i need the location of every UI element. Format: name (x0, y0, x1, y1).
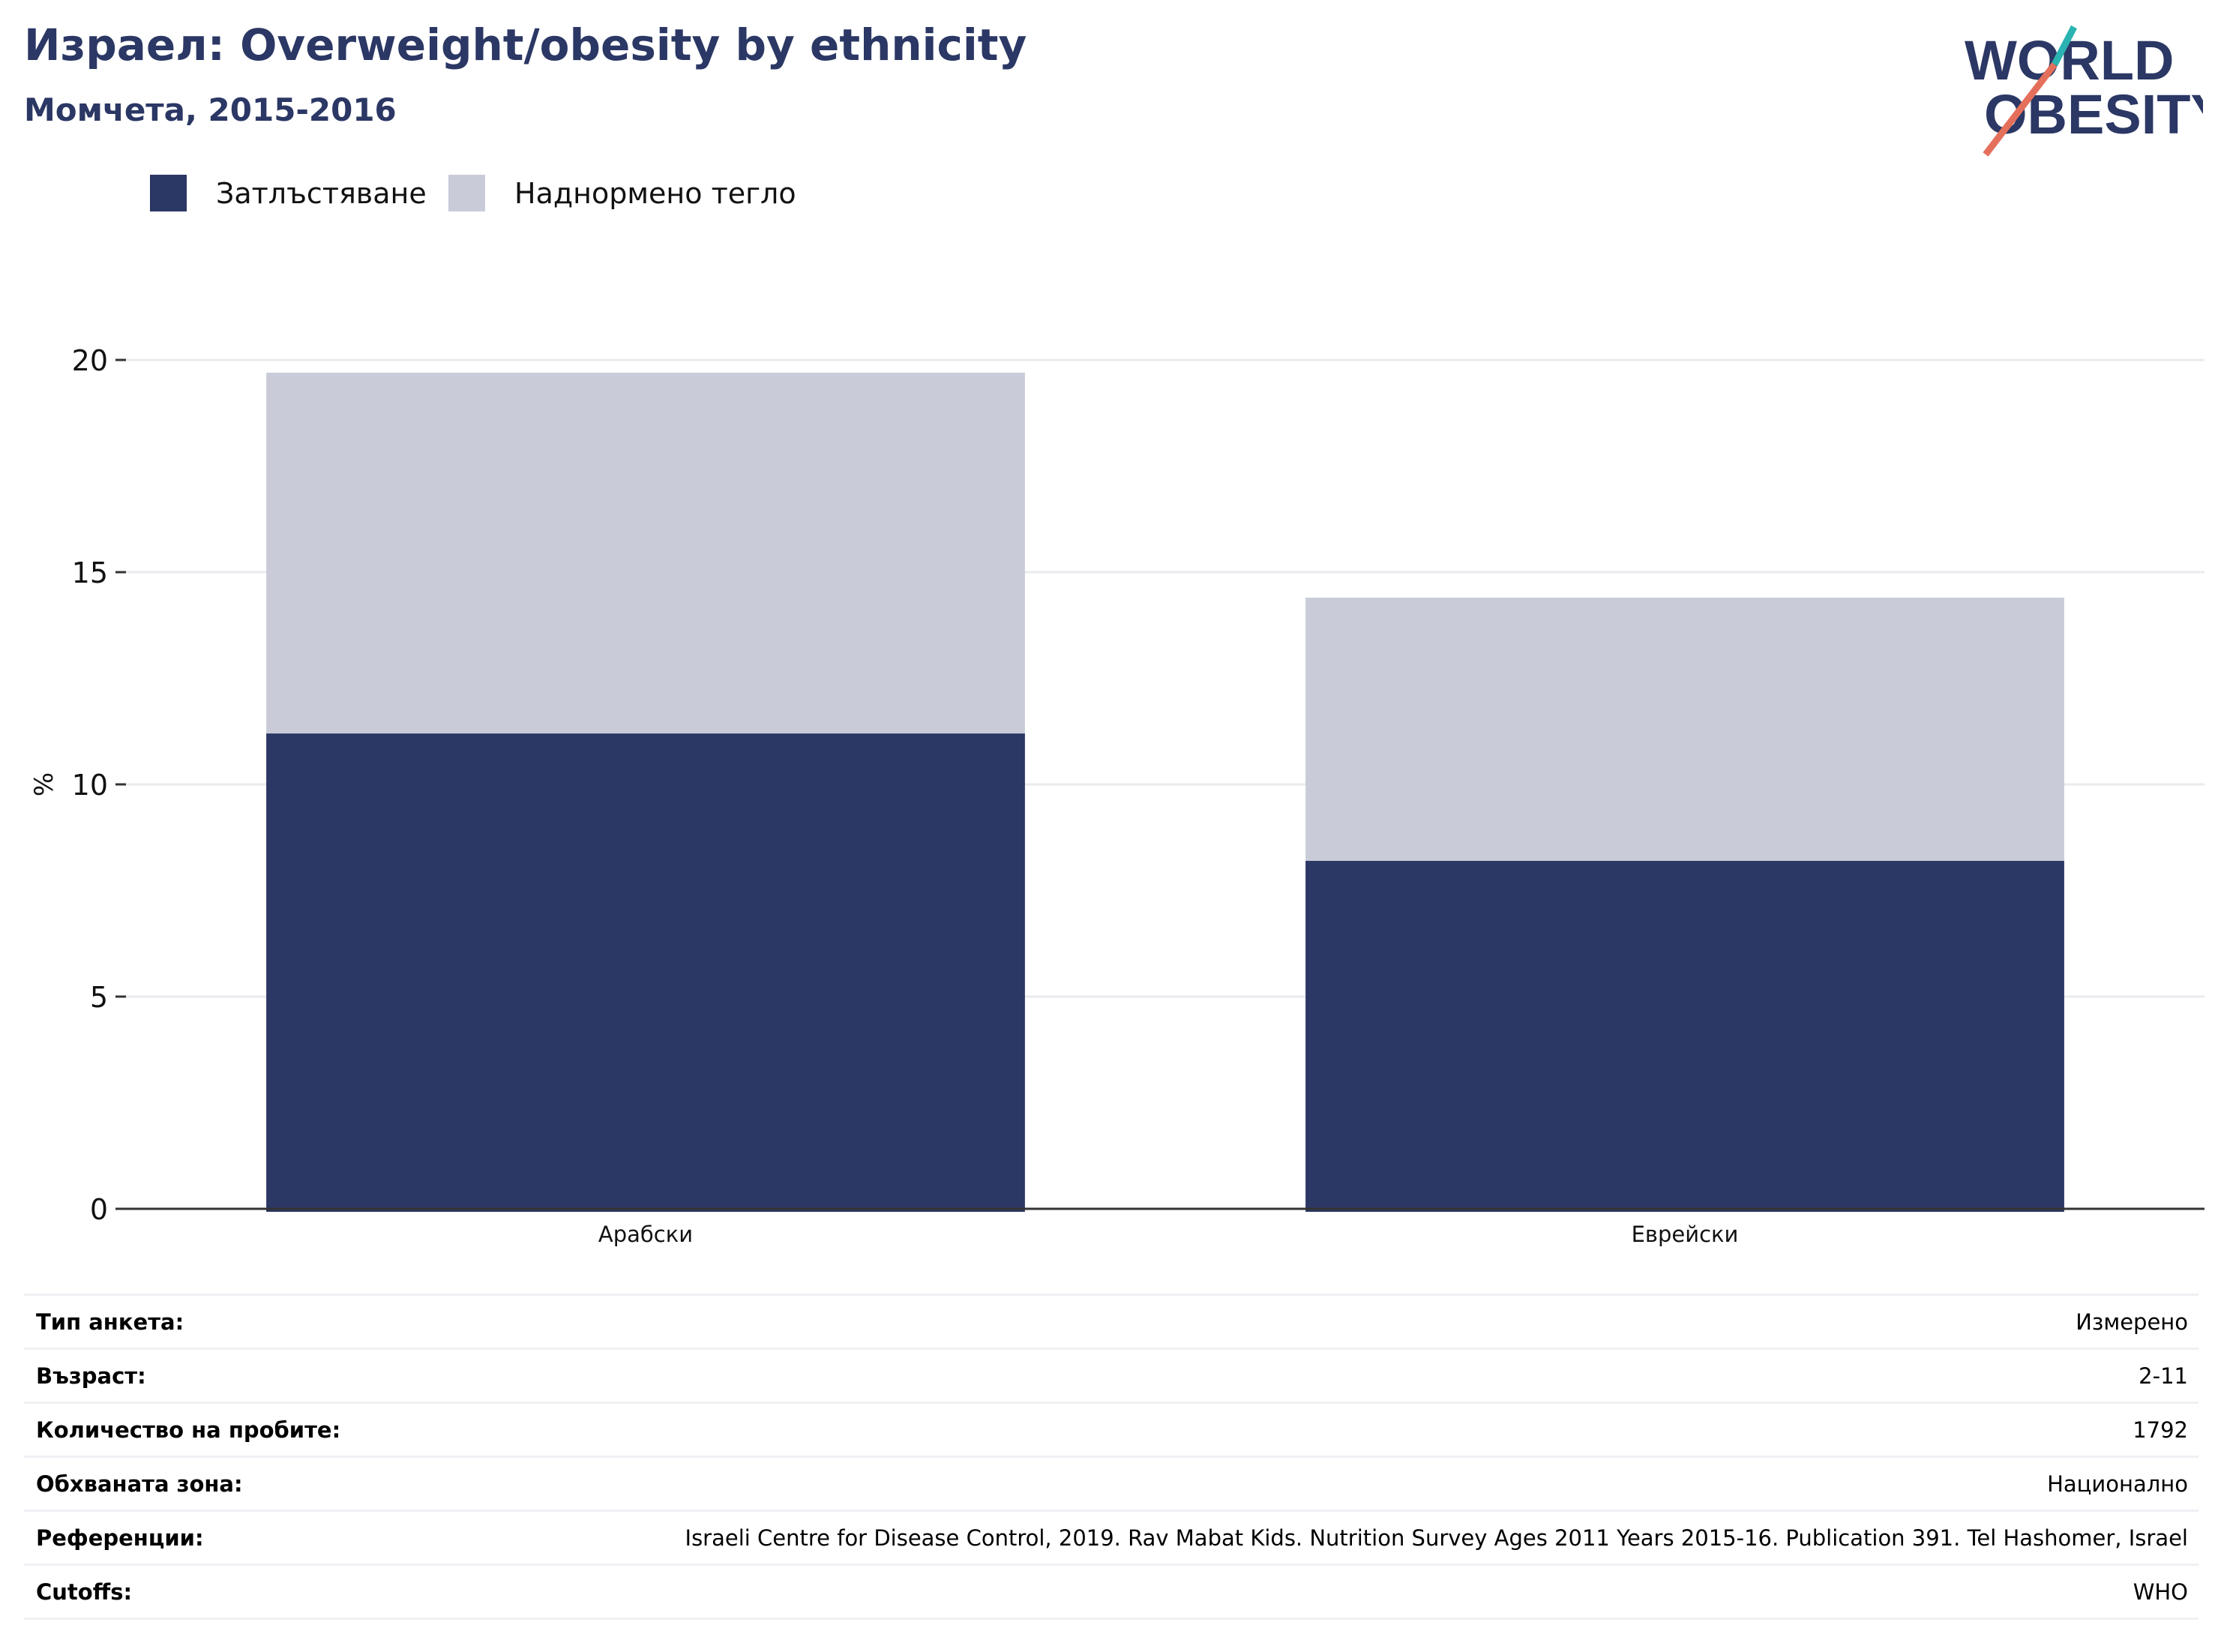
meta-value: Измерено (2076, 1309, 2188, 1335)
y-tick-label: 5 (90, 981, 108, 1014)
meta-label: Референции: (36, 1525, 204, 1551)
meta-label: Тип анкета: (36, 1309, 184, 1335)
bar-segment (266, 372, 1025, 734)
legend-label-obesity: Затлъстяване (216, 177, 427, 210)
legend-swatch-overweight (448, 175, 485, 211)
axes: 0 5 10 15 20% Арабски Еврейски (29, 344, 2205, 1247)
meta-label: Възраст: (36, 1363, 146, 1389)
y-tick-label: 15 (72, 556, 108, 589)
meta-row-area-covered: Обхваната зона: Национално (24, 1458, 2199, 1512)
legend-swatch-obesity (150, 175, 187, 211)
y-tick-label: 0 (90, 1193, 108, 1226)
logo-slash-top (2052, 25, 2077, 67)
meta-value: Национално (2047, 1471, 2188, 1497)
world-obesity-logo: WORLD OBESITY (1965, 25, 2203, 157)
x-tick-label: Арабски (598, 1222, 693, 1247)
meta-row-cutoffs: Cutoffs: WHO (24, 1566, 2199, 1620)
bar-segment (1305, 597, 2064, 861)
page-subtitle: Момчета, 2015-2016 (24, 91, 397, 128)
meta-label: Cutoffs: (36, 1579, 133, 1605)
meta-row-references: Референции: Israeli Centre for Disease C… (24, 1512, 2199, 1566)
meta-row-sample-size: Количество на пробите: 1792 (24, 1404, 2199, 1458)
legend-label-overweight: Наднормено тегло (514, 177, 796, 210)
meta-value: 1792 (2133, 1417, 2188, 1443)
y-tick-label: 10 (72, 769, 108, 802)
bar-segment (266, 733, 1025, 1212)
meta-label: Обхваната зона: (36, 1471, 243, 1497)
y-axis-label: % (29, 772, 59, 796)
bars (266, 372, 2064, 1212)
survey-info-table: Тип анкета: Измерено Възраст: 2-11 Колич… (24, 1294, 2199, 1620)
y-tick-label: 20 (72, 344, 108, 377)
bar-segment (1305, 860, 2064, 1212)
stacked-bar-chart: 0 5 10 15 20% Арабски Еврейски (29, 344, 2205, 1247)
page-title: Израел: Overweight/obesity by ethnicity (24, 19, 1027, 70)
meta-value: 2-11 (2139, 1363, 2188, 1389)
meta-value: WHO (2133, 1579, 2188, 1605)
x-tick-label: Еврейски (1632, 1222, 1739, 1247)
meta-row-age: Възраст: 2-11 (24, 1350, 2199, 1404)
meta-row-survey-type: Тип анкета: Измерено (24, 1296, 2199, 1350)
logo-slash-bottom (1983, 62, 2058, 157)
meta-value: Israeli Centre for Disease Control, 2019… (685, 1525, 2188, 1551)
meta-label: Количество на пробите: (36, 1417, 341, 1443)
